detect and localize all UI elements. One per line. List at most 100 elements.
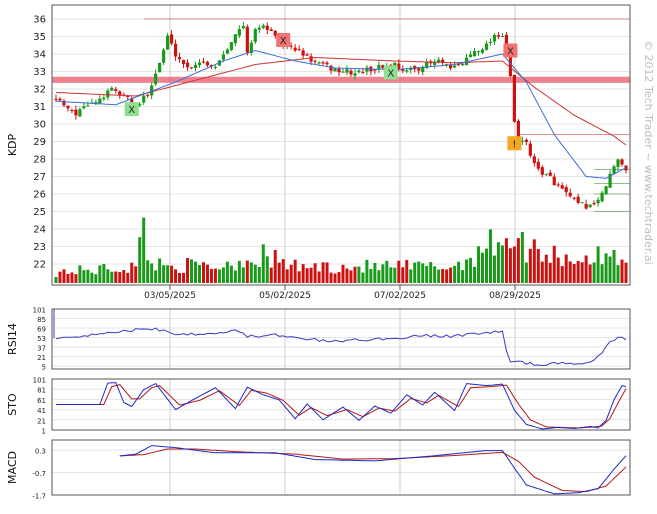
volume-bar xyxy=(401,267,405,283)
candle-body xyxy=(253,29,257,42)
panel-label: STO xyxy=(6,393,19,416)
candle-body xyxy=(568,192,572,197)
candle-body xyxy=(154,73,158,85)
candle-body xyxy=(449,64,453,69)
signal-marker xyxy=(124,102,139,117)
volume-bar xyxy=(241,267,245,283)
volume-bar xyxy=(70,272,74,283)
volume-bar xyxy=(58,271,62,283)
candle-body xyxy=(496,35,501,37)
candle-body xyxy=(608,173,612,188)
volume-bar xyxy=(560,266,564,283)
candle-body xyxy=(357,70,361,73)
candle-body xyxy=(445,64,449,66)
candle-body xyxy=(417,68,421,71)
volume-bar xyxy=(194,261,198,283)
volume-bar xyxy=(257,266,261,283)
candle-body xyxy=(82,106,86,109)
candle-body xyxy=(500,36,505,38)
volume-bar xyxy=(86,269,90,283)
volume-bar xyxy=(608,256,612,283)
candle-body xyxy=(293,47,297,51)
volume-bar xyxy=(397,260,401,283)
volume-bar xyxy=(102,263,106,283)
candle-body xyxy=(70,110,74,112)
candle-body xyxy=(185,62,190,68)
candle-body xyxy=(66,105,70,109)
volume-bar xyxy=(98,265,102,283)
candle-body xyxy=(313,60,317,62)
volume-bar xyxy=(473,266,477,283)
candle-body xyxy=(78,109,82,117)
candle-body xyxy=(425,62,429,68)
y-tick-label: 31 xyxy=(33,102,46,113)
candle-body xyxy=(325,62,329,65)
candle-body xyxy=(126,95,130,97)
volume-bar xyxy=(166,265,170,283)
y-tick-label: 28 xyxy=(33,155,46,166)
candle-body xyxy=(189,67,194,69)
candle-body xyxy=(512,74,516,122)
candle-body xyxy=(158,62,162,73)
volume-bar xyxy=(548,262,552,283)
volume-bar xyxy=(461,270,465,283)
volume-bar xyxy=(249,262,253,283)
volume-bar xyxy=(190,259,194,283)
volume-bar xyxy=(229,265,233,283)
candle-body xyxy=(333,68,337,72)
candle-body xyxy=(480,49,485,53)
volume-bar xyxy=(62,269,66,283)
volume-bar xyxy=(576,260,580,283)
candle-body xyxy=(261,25,265,28)
volume-bar xyxy=(437,269,441,283)
candle-body xyxy=(401,68,405,71)
volume-bar xyxy=(441,269,445,283)
candle-body xyxy=(536,161,540,169)
y-tick-label: 69 xyxy=(37,326,46,334)
candle-body xyxy=(544,173,548,175)
candle-body xyxy=(421,67,425,73)
volume-bar xyxy=(600,264,604,283)
volume-bar xyxy=(297,271,301,283)
volume-bar xyxy=(556,257,560,283)
volume-bar xyxy=(564,254,568,283)
volume-bar xyxy=(488,229,492,283)
volume-bar xyxy=(301,264,305,283)
volume-bar xyxy=(154,270,158,283)
date-label: 03/05/2025 xyxy=(144,291,196,301)
volume-bar xyxy=(433,266,437,283)
candle-body xyxy=(345,69,349,73)
volume-bar xyxy=(285,269,289,283)
candle-body xyxy=(86,105,90,107)
candle-body xyxy=(433,61,437,65)
candle-body xyxy=(237,29,241,36)
volume-bar xyxy=(508,248,512,283)
y-tick-label: 29 xyxy=(33,137,46,148)
y-tick-label: 35 xyxy=(33,32,46,43)
volume-bar xyxy=(329,272,333,283)
candle-body xyxy=(110,88,114,91)
volume-bar xyxy=(293,259,297,283)
rsi-line xyxy=(55,327,627,367)
candle-body xyxy=(516,120,520,143)
panel-frame xyxy=(51,378,631,431)
volume-bar xyxy=(421,263,425,283)
volume-bar xyxy=(540,261,544,283)
volume-bar xyxy=(217,269,221,283)
volume-bar xyxy=(253,264,257,283)
candle-body xyxy=(600,192,604,202)
volume-bar xyxy=(74,274,78,283)
volume-bar xyxy=(110,271,114,283)
panel-frame xyxy=(51,4,631,286)
volume-bar xyxy=(365,259,369,283)
ma-red-line xyxy=(55,56,627,146)
candle-body xyxy=(453,65,457,68)
volume-bar xyxy=(417,261,421,283)
volume-bar xyxy=(425,265,429,283)
candle-body xyxy=(273,30,277,36)
y-tick-label: 22 xyxy=(33,260,46,271)
volume-bar xyxy=(536,249,540,283)
volume-bar xyxy=(245,260,249,283)
volume-bar xyxy=(305,268,309,283)
signal-marker-label: ! xyxy=(512,139,516,150)
